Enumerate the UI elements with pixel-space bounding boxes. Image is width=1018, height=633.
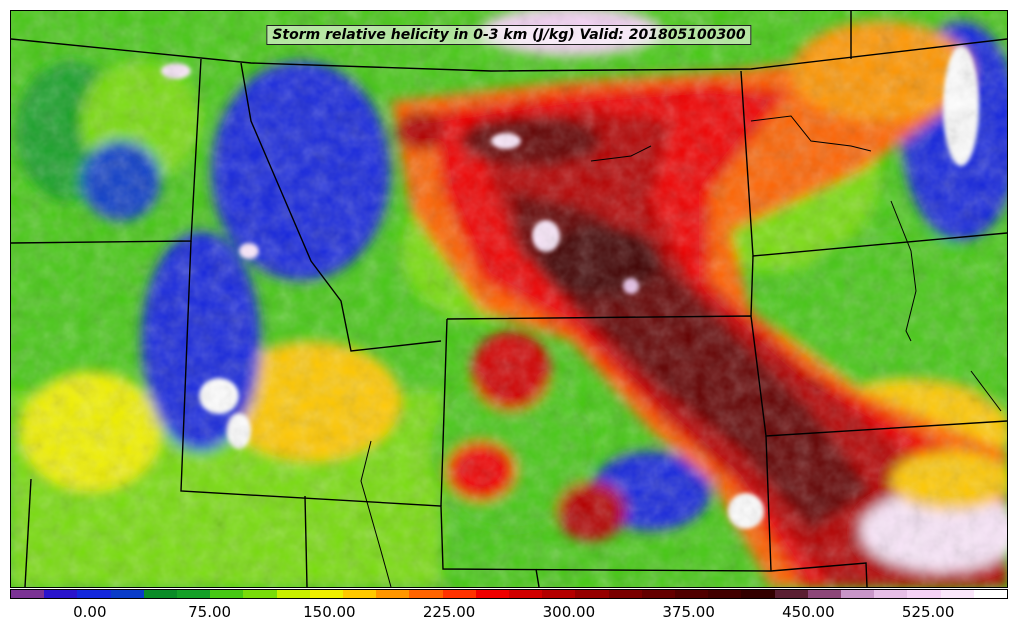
river	[360, 440, 392, 587]
colorbar-swatch	[276, 590, 310, 598]
colorbar-swatch	[11, 590, 45, 598]
state-line	[765, 435, 772, 572]
colorbar-swatch	[841, 590, 875, 598]
river	[590, 145, 652, 162]
colorbar-tick-label: 0.00	[73, 603, 107, 621]
colorbar-tick-label: 300.00	[542, 603, 596, 621]
colorbar	[10, 589, 1008, 599]
helicity-field	[11, 11, 1007, 587]
colorbar-labels: 0.00 75.00 150.00 225.00 300.00 375.00 450.00 5…	[10, 601, 1008, 625]
colorbar-tick-label: 150.00	[303, 603, 356, 621]
colorbar-swatch	[143, 590, 178, 598]
state-line	[24, 478, 32, 587]
colorbar-swatch	[44, 590, 78, 598]
colorbar-swatch	[509, 590, 543, 598]
colorbar-swatch	[774, 590, 808, 598]
colorbar-swatch	[77, 590, 111, 598]
colorbar-tick-label: 525.00	[901, 603, 955, 621]
colorbar-swatch	[641, 590, 676, 598]
field-texture	[11, 11, 1007, 587]
state-boundaries	[11, 11, 1007, 587]
colorbar-swatch	[973, 590, 1008, 598]
colorbar-swatch	[807, 590, 842, 598]
state-line	[304, 495, 308, 587]
colorbar-swatch	[475, 590, 510, 598]
colorbar-swatch	[874, 590, 908, 598]
state-line	[180, 240, 868, 587]
colorbar-swatch	[940, 590, 974, 598]
colorbar-swatch	[608, 590, 642, 598]
colorbar-tick-label: 450.00	[782, 603, 835, 621]
colorbar-swatch	[110, 590, 144, 598]
colorbar-tick-label: 75.00	[188, 603, 232, 621]
colorbar-swatch	[210, 590, 244, 598]
colorbar-swatch	[309, 590, 344, 598]
colorbar-swatch	[376, 590, 410, 598]
colorbar-swatch	[409, 590, 443, 598]
colorbar-swatch	[243, 590, 277, 598]
colorbar-swatch	[675, 590, 709, 598]
colorbar-swatch	[442, 590, 476, 598]
colorbar-swatch	[575, 590, 609, 598]
state-line	[535, 568, 540, 587]
state-line	[440, 318, 448, 507]
river	[890, 200, 917, 342]
colorbar-swatch	[741, 590, 775, 598]
helicity-map: Storm relative helicity in 0-3 km (J/kg)…	[10, 10, 1008, 588]
colorbar-tick-label: 225.00	[422, 603, 476, 621]
state-line	[750, 255, 754, 317]
colorbar-swatch	[708, 590, 742, 598]
river	[970, 370, 1002, 412]
colorbar-swatch	[542, 590, 576, 598]
northern-border	[11, 38, 1007, 72]
river	[750, 115, 872, 152]
colorbar-swatch	[343, 590, 377, 598]
colorbar-swatch	[177, 590, 211, 598]
rivers	[360, 115, 1002, 587]
colorbar-tick-label: 375.00	[662, 603, 715, 621]
state-line	[240, 62, 442, 352]
map-title: Storm relative helicity in 0-3 km (J/kg)…	[266, 25, 752, 45]
colorbar-swatch	[907, 590, 941, 598]
state-line	[446, 315, 1007, 437]
